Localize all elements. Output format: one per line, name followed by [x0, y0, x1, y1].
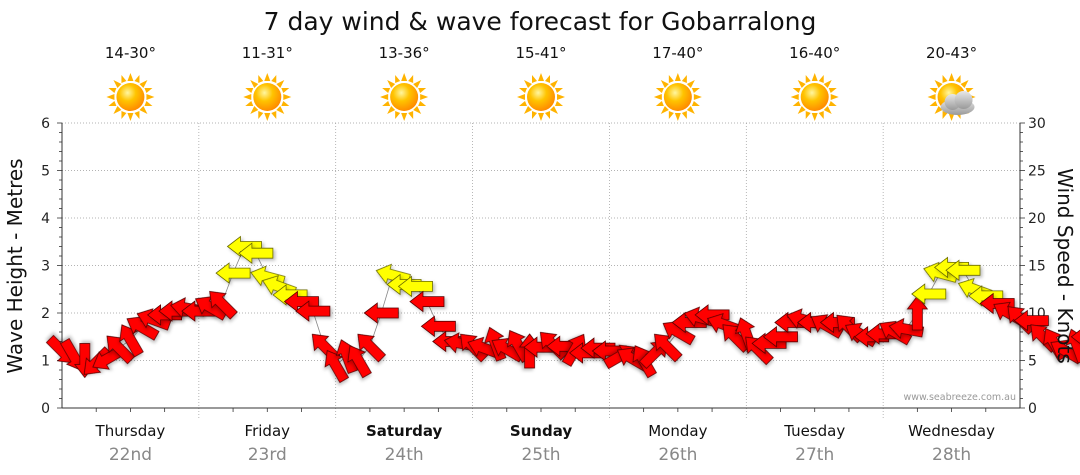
y-axis-right-label: Wind Speed - Knots [1053, 168, 1077, 364]
wind-arrow [1070, 329, 1080, 344]
sun-icon [380, 73, 429, 121]
wind-arrow [762, 325, 798, 348]
day-name: Friday [245, 422, 291, 440]
y-left-tick-label: 5 [41, 164, 50, 180]
wind-arrow [420, 315, 456, 338]
y-left-tick-label: 1 [41, 354, 50, 370]
wind-arrow [295, 300, 331, 322]
wind-arrow [945, 259, 981, 282]
y-left-tick-label: 4 [41, 211, 50, 227]
day-name: Sunday [510, 422, 573, 440]
day-date: 26th [658, 445, 697, 465]
sun-icon [243, 73, 292, 121]
wind-arrow [357, 333, 387, 363]
y-right-tick-label: 5 [1028, 354, 1037, 370]
day-name: Saturday [366, 422, 443, 440]
day-forecast: 13-36° Saturday 24th [366, 44, 443, 465]
y-left-tick-label: 2 [41, 306, 50, 322]
y-right-tick-label: 25 [1028, 164, 1046, 180]
day-name: Thursday [95, 422, 166, 440]
sun-cloud-icon [927, 73, 976, 121]
wind-arrow [119, 324, 144, 358]
sun-icon [653, 73, 702, 121]
day-date: 23rd [248, 445, 287, 465]
daily-forecast-row: 14-30° Thursday 22nd 11-31° Friday 23rd 13-36°… [95, 44, 996, 465]
cloud-icon [940, 91, 975, 115]
y-right-tick-label: 15 [1028, 259, 1046, 275]
day-forecast: 14-30° Thursday 22nd [95, 44, 166, 465]
temperature-range: 15-41° [515, 44, 566, 62]
day-name: Tuesday [783, 422, 845, 440]
chart-title: 7 day wind & wave forecast for Gobarralo… [264, 7, 817, 36]
wind-arrow [324, 350, 350, 384]
temperature-range: 11-31° [242, 44, 293, 62]
day-forecast: 15-41° Sunday 25th [510, 44, 573, 465]
wind-arrow [1065, 328, 1080, 364]
temperature-range: 14-30° [105, 44, 156, 62]
y-right-tick-label: 0 [1028, 401, 1037, 417]
temperature-range: 20-43° [926, 44, 977, 62]
y-right-tick-label: 20 [1028, 211, 1046, 227]
day-forecast: 20-43° Wednesday 28th [908, 44, 995, 465]
day-date: 28th [932, 445, 971, 465]
wind-arrow [888, 317, 925, 340]
day-name: Wednesday [908, 422, 995, 440]
day-date: 27th [795, 445, 834, 465]
wind-arrow [397, 275, 433, 298]
wind-arrow [906, 295, 929, 331]
watermark: www.seabreeze.com.au [904, 392, 1017, 403]
y-right-tick-label: 30 [1028, 116, 1046, 132]
y-left-tick-label: 0 [41, 401, 50, 417]
y-left-tick-label: 6 [41, 116, 50, 132]
day-forecast: 11-31° Friday 23rd [242, 44, 293, 465]
day-forecast: 17-40° Monday 26th [648, 44, 707, 465]
wind-arrow [363, 302, 399, 324]
sun-icon [517, 73, 565, 121]
wind-arrow [911, 283, 947, 305]
wind-arrow [347, 345, 372, 379]
day-date: 24th [385, 445, 424, 465]
sun-icon [790, 73, 839, 121]
wind-arrow [215, 262, 251, 284]
day-forecast: 16-40° Tuesday 27th [783, 44, 845, 465]
wind-arrow [409, 290, 445, 313]
day-name: Monday [648, 422, 707, 440]
temperature-range: 13-36° [379, 44, 430, 62]
temperature-range: 16-40° [789, 44, 840, 62]
wind-series [45, 235, 1080, 384]
wind-arrow [238, 242, 274, 265]
wind-arrow [209, 291, 238, 320]
wind-arrow [638, 340, 668, 370]
wind-arrow [1050, 339, 1080, 365]
day-date: 25th [521, 445, 560, 465]
day-date: 22nd [109, 445, 152, 465]
sun-icon [106, 73, 155, 121]
y-left-tick-label: 3 [41, 259, 50, 275]
temperature-range: 17-40° [652, 44, 703, 62]
y-axis-left-label: Wave Height - Metres [3, 158, 27, 373]
grid-lines [62, 122, 1020, 420]
